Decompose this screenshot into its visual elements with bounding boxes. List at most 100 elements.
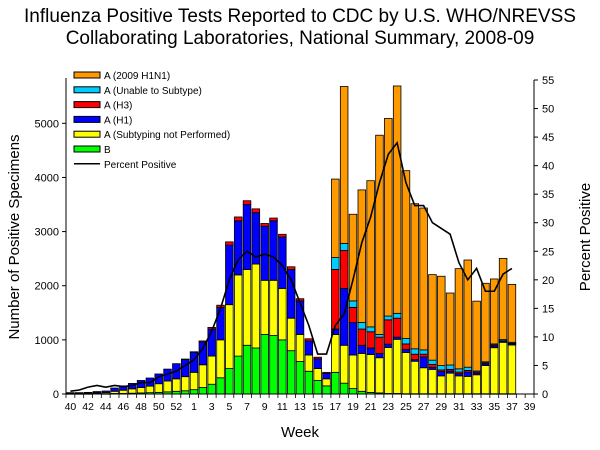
bar-a-subtyping-not-performed-week-28 [428, 368, 437, 395]
bar-a-h3-week-12 [286, 266, 296, 270]
bar-a-h1-week-41 [75, 392, 84, 394]
chart-title-line-1: Influenza Positive Tests Reported to CDC… [24, 6, 576, 27]
legend-swatch-a-subtyping-not-performed [73, 130, 101, 138]
bar-a-2009-h1n1-week-31 [454, 268, 464, 370]
bar-a-unable-to-subtype-week-28 [428, 359, 437, 365]
x-tick-label-27: 27 [418, 401, 430, 413]
bar-a-h3-week-3 [207, 327, 216, 330]
y-tick-label-4000: 4000 [35, 172, 59, 184]
bar-a-h3-week-10 [269, 217, 278, 222]
bar-a-subtyping-not-performed-week-18 [339, 344, 349, 384]
bar-a-h1-week-7 [242, 204, 252, 270]
chart-title: Influenza Positive Tests Reported to CDC… [0, 6, 600, 50]
y2-tick-label-30: 30 [542, 218, 554, 230]
bar-a-2009-h1n1-week-34 [481, 282, 490, 363]
bar-a-unable-to-subtype-week-27 [419, 349, 428, 355]
bar-a-h3-week-11 [278, 233, 287, 238]
bar-a-2009-h1n1-week-26 [410, 203, 420, 350]
bar-a-h3-week-21 [366, 331, 375, 349]
y-axis-label: Number of Positive Specimens [6, 134, 23, 339]
x-tick-label-25: 25 [400, 401, 412, 413]
y2-tick-label-15: 15 [542, 303, 554, 315]
x-tick-label-40: 40 [65, 401, 77, 413]
bar-a-h1-week-15 [313, 358, 322, 369]
bar-a-subtyping-not-performed-week-14 [304, 354, 314, 372]
percent-positive-line-group [70, 140, 513, 392]
bar-a-h1-week-40 [66, 392, 75, 394]
bar-b-week-12 [286, 350, 296, 395]
bar-a-subtyping-not-performed-week-31 [454, 375, 464, 395]
bar-a-h1-week-43 [92, 391, 102, 394]
bar-b-week-9 [260, 334, 269, 395]
bar-a-h3-week-9 [260, 223, 269, 227]
bar-a-h1-week-10 [269, 220, 278, 281]
bar-a-subtyping-not-performed-week-5 [225, 304, 234, 369]
x-tick-label-9: 9 [262, 401, 268, 413]
bar-a-h1-week-29 [437, 371, 446, 377]
bar-a-h1-week-45 [110, 387, 119, 392]
bar-a-2009-h1n1-week-25 [401, 170, 411, 339]
legend-label-a-h3: A (H3) [104, 101, 132, 112]
bar-a-2009-h1n1-week-30 [445, 292, 455, 366]
bar-b-week-16 [322, 385, 331, 395]
bar-a-h3-week-17 [331, 269, 340, 330]
x-tick-label-37: 37 [506, 401, 518, 413]
bar-a-h1-week-19 [348, 322, 358, 356]
bar-a-h1-week-44 [101, 390, 110, 394]
bar-a-h3-week-28 [428, 364, 437, 368]
bar-a-unable-to-subtype-week-24 [392, 312, 402, 319]
bar-a-h3-week-8 [251, 208, 261, 214]
bar-a-2009-h1n1-week-18 [339, 86, 349, 244]
legend-label-a-2009-h1n1: A (2009 H1N1) [104, 71, 170, 82]
axes-group: 0100020003000400050000510152025303540455… [35, 75, 555, 413]
bar-a-subtyping-not-performed-week-8 [251, 263, 261, 349]
legend-label-a-unable-to-subtype: A (Unable to Subtype) [104, 86, 202, 97]
y2-axis-label: Percent Positive [577, 183, 594, 291]
bar-a-subtyping-not-performed-week-22 [375, 357, 384, 394]
y2-tick-label-5: 5 [542, 360, 548, 372]
bar-a-h3-week-15 [313, 356, 322, 360]
bar-a-subtyping-not-performed-week-2 [198, 364, 208, 388]
bar-a-2009-h1n1-week-19 [348, 213, 358, 302]
bar-a-unable-to-subtype-week-18 [339, 243, 349, 251]
x-tick-label-42: 42 [82, 401, 94, 413]
legend-swatch-a-unable-to-subtype [73, 86, 101, 94]
bar-b-week-17 [331, 371, 340, 395]
bar-a-unable-to-subtype-week-32 [463, 366, 472, 371]
bar-a-subtyping-not-performed-week-9 [260, 279, 269, 335]
x-tick-label-29: 29 [435, 401, 447, 413]
bar-a-2009-h1n1-week-36 [498, 257, 508, 340]
x-tick-label-1: 1 [191, 401, 197, 413]
bar-a-h3-week-22 [375, 336, 384, 354]
bar-a-h1-week-16 [322, 373, 331, 380]
bar-b-week-6 [233, 355, 243, 395]
bars-group [66, 85, 517, 395]
y2-tick-label-40: 40 [542, 161, 554, 173]
x-tick-label-15: 15 [312, 401, 324, 413]
bar-a-subtyping-not-performed-week-36 [498, 341, 508, 395]
bar-a-subtyping-not-performed-week-50 [154, 383, 163, 393]
bar-a-subtyping-not-performed-week-7 [242, 269, 252, 346]
bar-a-subtyping-not-performed-week-51 [163, 380, 172, 393]
bar-a-2009-h1n1-week-37 [507, 283, 517, 343]
bar-a-h3-week-6 [233, 216, 243, 222]
bar-a-unable-to-subtype-week-29 [437, 365, 446, 371]
bar-a-h3-week-18 [339, 250, 349, 289]
bar-a-h1-week-14 [304, 340, 314, 356]
bar-b-week-10 [269, 335, 278, 395]
bar-a-2009-h1n1-week-33 [472, 300, 481, 372]
y2-tick-label-25: 25 [542, 246, 554, 258]
bar-a-h3-week-16 [322, 371, 331, 374]
bar-a-h3-week-24 [392, 317, 402, 338]
bar-a-unable-to-subtype-week-25 [401, 338, 411, 345]
x-tick-label-23: 23 [382, 401, 394, 413]
bar-a-subtyping-not-performed-week-33 [472, 374, 481, 395]
bar-a-unable-to-subtype-week-31 [454, 368, 464, 373]
bar-a-subtyping-not-performed-week-46 [119, 389, 128, 394]
bar-b-week-14 [304, 370, 314, 395]
bar-a-h3-week-19 [348, 306, 358, 323]
bar-a-2009-h1n1-week-23 [384, 118, 393, 317]
bar-a-h1-week-21 [366, 347, 375, 355]
bar-a-h1-week-42 [83, 391, 93, 394]
percent-positive-line [70, 140, 513, 392]
